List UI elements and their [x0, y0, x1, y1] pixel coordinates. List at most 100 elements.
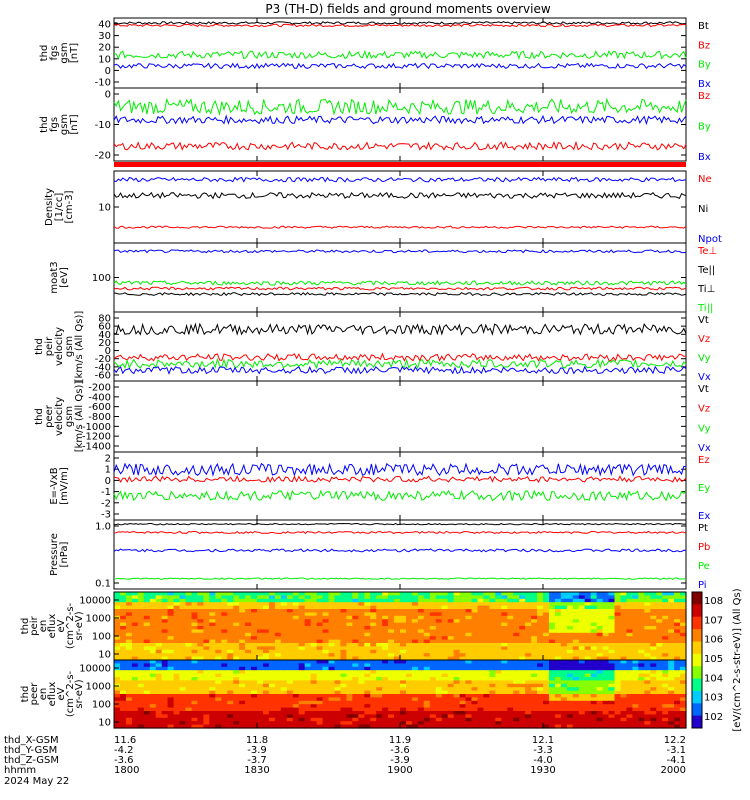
spectro-cell	[602, 626, 610, 630]
spectro-cell	[525, 632, 532, 637]
spectro-cell	[483, 683, 490, 688]
spectro-cell	[137, 619, 145, 624]
spectro-cell	[680, 687, 687, 692]
spectro-cell	[197, 707, 204, 712]
spectro-cell	[173, 622, 181, 627]
spectro-cell	[328, 602, 336, 607]
spectro-cell	[680, 663, 687, 668]
spectro-cell	[644, 690, 651, 695]
spectro-cell	[543, 711, 550, 715]
spectro-cell	[227, 636, 234, 641]
spectro-cell	[376, 694, 383, 698]
spectro-cell	[120, 626, 127, 630]
spectro-cell	[149, 660, 157, 664]
spectro-cell	[191, 622, 199, 627]
spectro-cell	[227, 724, 234, 729]
spectro-cell	[596, 673, 604, 678]
spectro-cell	[209, 717, 216, 722]
spectro-cell	[447, 697, 455, 702]
spectro-cell	[572, 694, 580, 698]
spectro-cell	[280, 639, 288, 644]
spectro-cell	[197, 714, 204, 719]
spectro-cell	[680, 649, 687, 654]
spectro-cell	[382, 609, 389, 613]
y-axis-label: [eV]	[59, 267, 70, 288]
spectro-cell	[376, 615, 383, 620]
spectro-cell	[155, 724, 163, 729]
spectro-cell	[322, 615, 330, 620]
spectro-cell	[227, 612, 234, 617]
spectro-cell	[572, 683, 580, 688]
spectro-cell	[251, 724, 258, 729]
spectro-cell	[560, 626, 568, 630]
spectro-cell	[543, 612, 550, 617]
spectro-cell	[131, 622, 139, 627]
spectro-cell	[274, 636, 282, 641]
spectro-cell	[453, 673, 461, 678]
spectro-cell	[263, 670, 270, 675]
spectro-cell	[674, 592, 681, 596]
spectro-cell	[340, 592, 347, 596]
spectro-cell	[352, 687, 359, 692]
spectro-cell	[483, 649, 490, 654]
spectro-cell	[185, 646, 193, 651]
spectro-cell	[346, 697, 353, 702]
spectro-cell	[185, 670, 193, 675]
spectro-cell	[650, 694, 657, 698]
spectro-cell	[227, 670, 234, 675]
spectro-cell	[441, 660, 449, 664]
spectro-cell	[167, 636, 175, 641]
spectro-cell	[596, 595, 604, 600]
spectro-cell	[662, 632, 669, 637]
spectro-cell	[340, 670, 347, 675]
spectro-cell	[179, 677, 187, 681]
spectro-cell	[543, 619, 550, 624]
spectro-cell	[203, 670, 210, 675]
spectro-cell	[257, 677, 264, 681]
spectro-cell	[549, 632, 556, 637]
spectro-cell	[406, 680, 413, 685]
spectro-cell	[263, 626, 270, 630]
spectro-cell	[572, 697, 580, 702]
spectro-cell	[477, 629, 485, 634]
spectro-cell	[394, 629, 401, 634]
spectro-cell	[554, 697, 562, 702]
spectro-cell	[149, 595, 157, 600]
spectro-cell	[114, 646, 121, 651]
spectro-cell	[429, 615, 437, 620]
spectro-cell	[173, 632, 181, 637]
spectro-cell	[501, 714, 508, 719]
spectro-cell	[680, 615, 687, 620]
spectro-cell	[406, 660, 413, 664]
spectro-cell	[519, 721, 526, 726]
spectro-cell	[173, 670, 181, 675]
spectro-cell	[650, 714, 657, 719]
spectro-cell	[674, 663, 681, 668]
spectro-cell	[423, 629, 431, 634]
spectro-cell	[274, 697, 282, 702]
spectro-cell	[471, 707, 479, 712]
spectro-cell	[489, 626, 496, 630]
spectro-cell	[215, 687, 222, 692]
spectro-cell	[388, 707, 395, 712]
spectro-cell	[471, 626, 479, 630]
spectro-cell	[632, 721, 639, 726]
spectro-cell	[370, 711, 377, 715]
spectro-cell	[465, 632, 473, 637]
spectro-cell	[680, 643, 687, 647]
colorbar-swatch	[692, 629, 702, 642]
spectro-cell	[674, 639, 681, 644]
spectro-cell	[161, 632, 169, 637]
spectro-cell	[560, 677, 568, 681]
spectro-cell	[465, 609, 473, 613]
spectro-cell	[507, 595, 514, 600]
spectro-cell	[680, 721, 687, 726]
spectro-cell	[286, 711, 294, 715]
spectro-cell	[114, 609, 121, 613]
spectro-cell	[423, 724, 431, 729]
y-axis-label: sr-eV)	[74, 611, 85, 640]
spectro-cell	[435, 609, 443, 613]
spectro-cell	[441, 724, 449, 729]
spectro-cell	[656, 612, 663, 617]
spectro-cell	[358, 598, 365, 603]
